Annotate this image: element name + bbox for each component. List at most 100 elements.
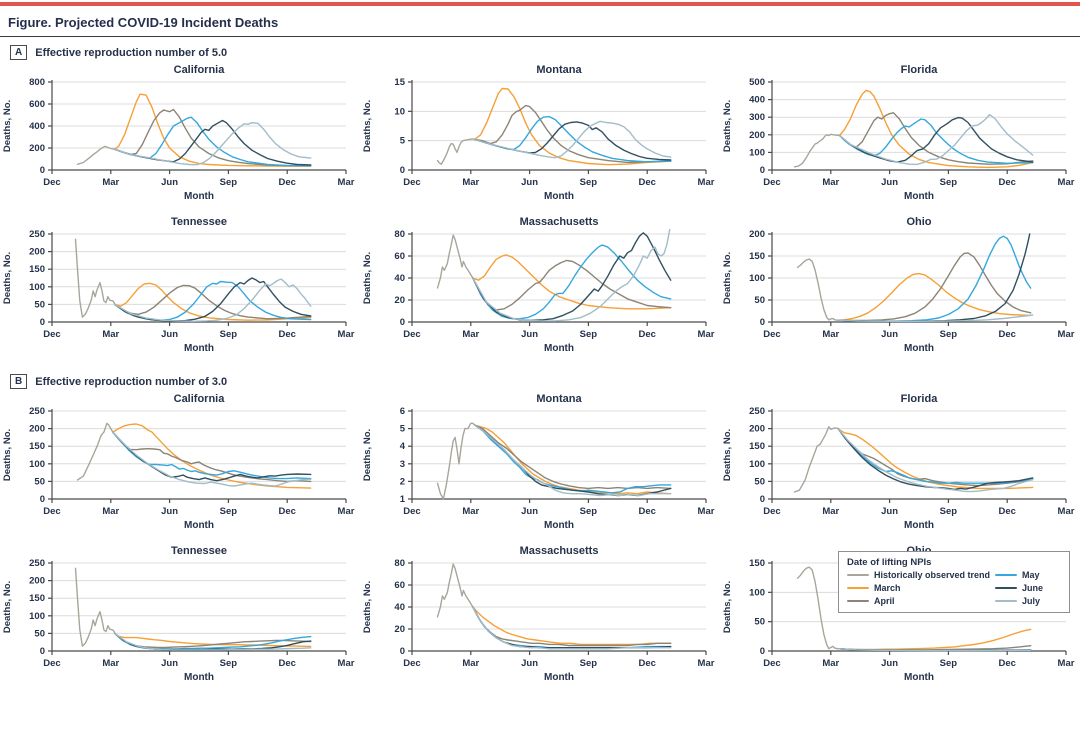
legend-entry-observed: Historically observed trend xyxy=(847,570,990,580)
y-tick-label: 200 xyxy=(749,229,765,240)
series-line-observed xyxy=(796,258,839,321)
series-line-june xyxy=(472,232,672,322)
y-tick-label: 2 xyxy=(400,476,405,487)
x-tick-label: Jun xyxy=(161,658,178,669)
series-line-observed xyxy=(74,567,116,647)
y-axis-label: Deaths, No. xyxy=(722,429,733,481)
x-tick-label: Dec xyxy=(278,658,295,669)
y-tick-label: 800 xyxy=(29,77,45,88)
series-line-july xyxy=(838,113,1034,166)
x-tick-label: Dec xyxy=(278,177,295,188)
chart-b-ohio: 050100150DecMarJunSepDecMarOhioDeaths, N… xyxy=(720,543,1080,695)
chart-svg: 0 50 100 150 200 250 Dec Mar Jun Sep Dec Mar Tenness… xyxy=(2,216,355,354)
x-tick-label: Jun xyxy=(161,177,178,188)
x-tick-label: Jun xyxy=(881,658,898,669)
chart-svg: 0 100 200 300 400 500 Dec Mar Jun Sep Dec Mar Florid… xyxy=(722,64,1075,202)
series-line-july xyxy=(113,278,312,323)
y-tick-label: 100 xyxy=(749,273,765,284)
y-tick-label: 50 xyxy=(34,299,45,310)
x-tick-label: Jun xyxy=(161,506,178,517)
y-tick-label: 50 xyxy=(754,617,765,628)
series-line-july xyxy=(472,228,671,322)
chart-b-montana: 1 2 3 4 5 6 Dec Mar Jun Sep Dec Mar Montana Deaths, N… xyxy=(360,391,720,543)
y-tick-label: 200 xyxy=(749,130,765,141)
x-axis-label: Month xyxy=(544,343,574,354)
x-tick-label: Dec xyxy=(763,177,780,188)
series-line-july xyxy=(836,647,1032,652)
x-tick-label: Mar xyxy=(462,177,479,188)
y-tick-label: 100 xyxy=(29,459,45,470)
series-line-may xyxy=(112,431,312,480)
x-tick-label: Mar xyxy=(102,658,119,669)
x-tick-label: Dec xyxy=(403,177,420,188)
chart-title: Massachusetts xyxy=(520,216,599,228)
y-tick-label: 150 xyxy=(29,441,45,452)
chart-svg: 0 20 40 60 80 Dec Mar Jun Sep Dec Mar Massachusetts… xyxy=(362,545,715,683)
y-tick-label: 250 xyxy=(29,229,45,240)
x-tick-label: Dec xyxy=(278,506,295,517)
series-line-march xyxy=(473,87,672,166)
x-tick-label: Dec xyxy=(998,506,1015,517)
series-line-march xyxy=(837,428,1034,490)
x-tick-label: Mar xyxy=(698,329,715,340)
y-tick-label: 0 xyxy=(40,646,45,657)
y-tick-label: 100 xyxy=(29,282,45,293)
series-line-may xyxy=(838,118,1034,165)
legend-label: March xyxy=(874,583,901,593)
y-tick-label: 200 xyxy=(749,424,765,435)
x-tick-label: Sep xyxy=(220,658,238,669)
legend-swatch-july xyxy=(995,599,1017,603)
x-tick-label: Mar xyxy=(698,177,715,188)
y-tick-label: 80 xyxy=(394,558,405,569)
y-tick-label: 250 xyxy=(29,558,45,569)
y-axis-label: Deaths, No. xyxy=(722,581,733,633)
y-tick-label: 600 xyxy=(29,99,45,110)
x-tick-label: Mar xyxy=(822,329,839,340)
x-tick-label: Mar xyxy=(822,177,839,188)
y-tick-label: 0 xyxy=(760,165,765,176)
series-line-july xyxy=(473,120,672,159)
legend-label: June xyxy=(1022,583,1044,593)
legend-swatch-observed xyxy=(847,573,869,577)
series-line-march xyxy=(473,424,672,495)
x-tick-label: Mar xyxy=(338,506,355,517)
x-tick-label: Dec xyxy=(403,329,420,340)
x-tick-label: Jun xyxy=(881,329,898,340)
legend-entry-april: April xyxy=(847,596,985,606)
chart-title: Massachusetts xyxy=(520,545,599,557)
legend-box: Date of lifting NPIs Historically observe… xyxy=(838,551,1070,613)
y-axis-label: Deaths, No. xyxy=(722,100,733,152)
series-line-june xyxy=(112,431,312,482)
chart-svg: 0 200 400 600 800 Dec Mar Jun Sep Dec Mar Californi… xyxy=(2,64,355,202)
x-tick-label: Jun xyxy=(881,506,898,517)
legend-columns: Historically observed trend March April May… xyxy=(847,570,1061,606)
x-tick-label: Dec xyxy=(638,329,655,340)
x-tick-label: Sep xyxy=(940,506,958,517)
x-tick-label: Mar xyxy=(1058,177,1075,188)
series-line-july xyxy=(112,431,312,487)
legend-label: Historically observed trend xyxy=(874,570,991,580)
x-tick-label: Mar xyxy=(1058,329,1075,340)
x-tick-label: Dec xyxy=(638,506,655,517)
x-tick-label: Jun xyxy=(881,177,898,188)
x-tick-label: Dec xyxy=(43,658,60,669)
accent-bar xyxy=(0,2,1080,6)
series-line-march xyxy=(836,628,1032,651)
y-tick-label: 250 xyxy=(29,406,45,417)
legend-column: Historically observed trend March April xyxy=(847,570,990,606)
series-line-observed xyxy=(436,563,474,618)
x-tick-label: Mar xyxy=(462,329,479,340)
x-tick-label: Mar xyxy=(102,506,119,517)
y-tick-label: 80 xyxy=(394,229,405,240)
legend-entry-july: July xyxy=(995,596,1059,606)
y-tick-label: 400 xyxy=(29,121,45,132)
y-tick-label: 200 xyxy=(29,576,45,587)
y-tick-label: 150 xyxy=(29,264,45,275)
chart-svg: 0 50 100 150 200 250 Dec Mar Jun Sep Dec Mar Califor… xyxy=(2,393,355,531)
series-line-march xyxy=(113,93,312,167)
series-line-april xyxy=(473,104,672,164)
x-tick-label: Mar xyxy=(102,177,119,188)
legend-swatch-april xyxy=(847,599,869,603)
y-tick-label: 40 xyxy=(394,602,405,613)
